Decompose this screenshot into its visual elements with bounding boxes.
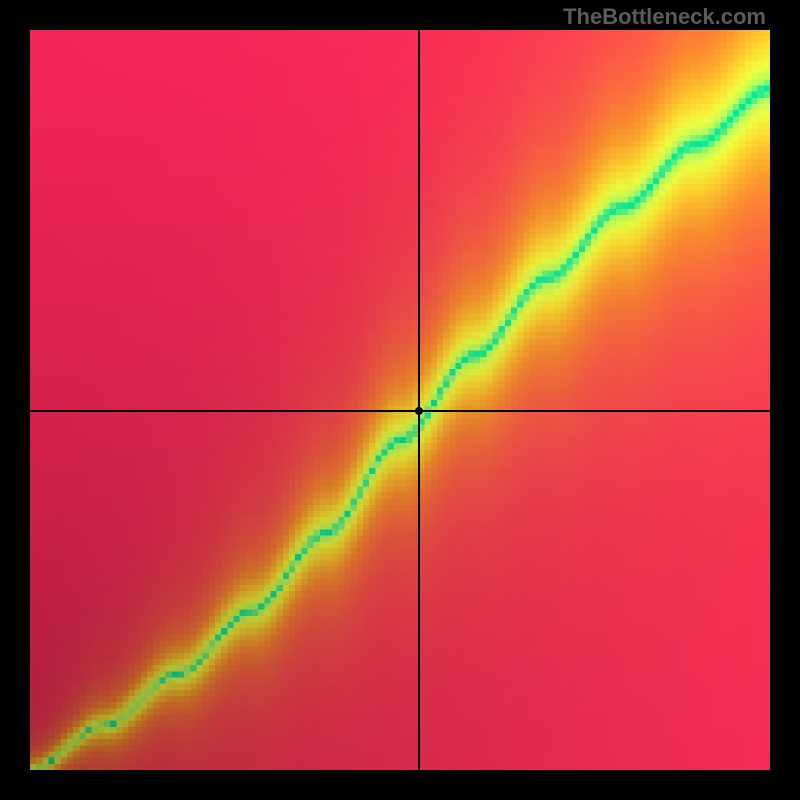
watermark-text: TheBottleneck.com bbox=[563, 4, 766, 30]
crosshair-horizontal bbox=[30, 410, 770, 412]
chart-container: TheBottleneck.com bbox=[0, 0, 800, 800]
crosshair-vertical bbox=[418, 30, 420, 770]
crosshair-marker-dot bbox=[415, 407, 423, 415]
bottleneck-heatmap bbox=[30, 30, 770, 770]
